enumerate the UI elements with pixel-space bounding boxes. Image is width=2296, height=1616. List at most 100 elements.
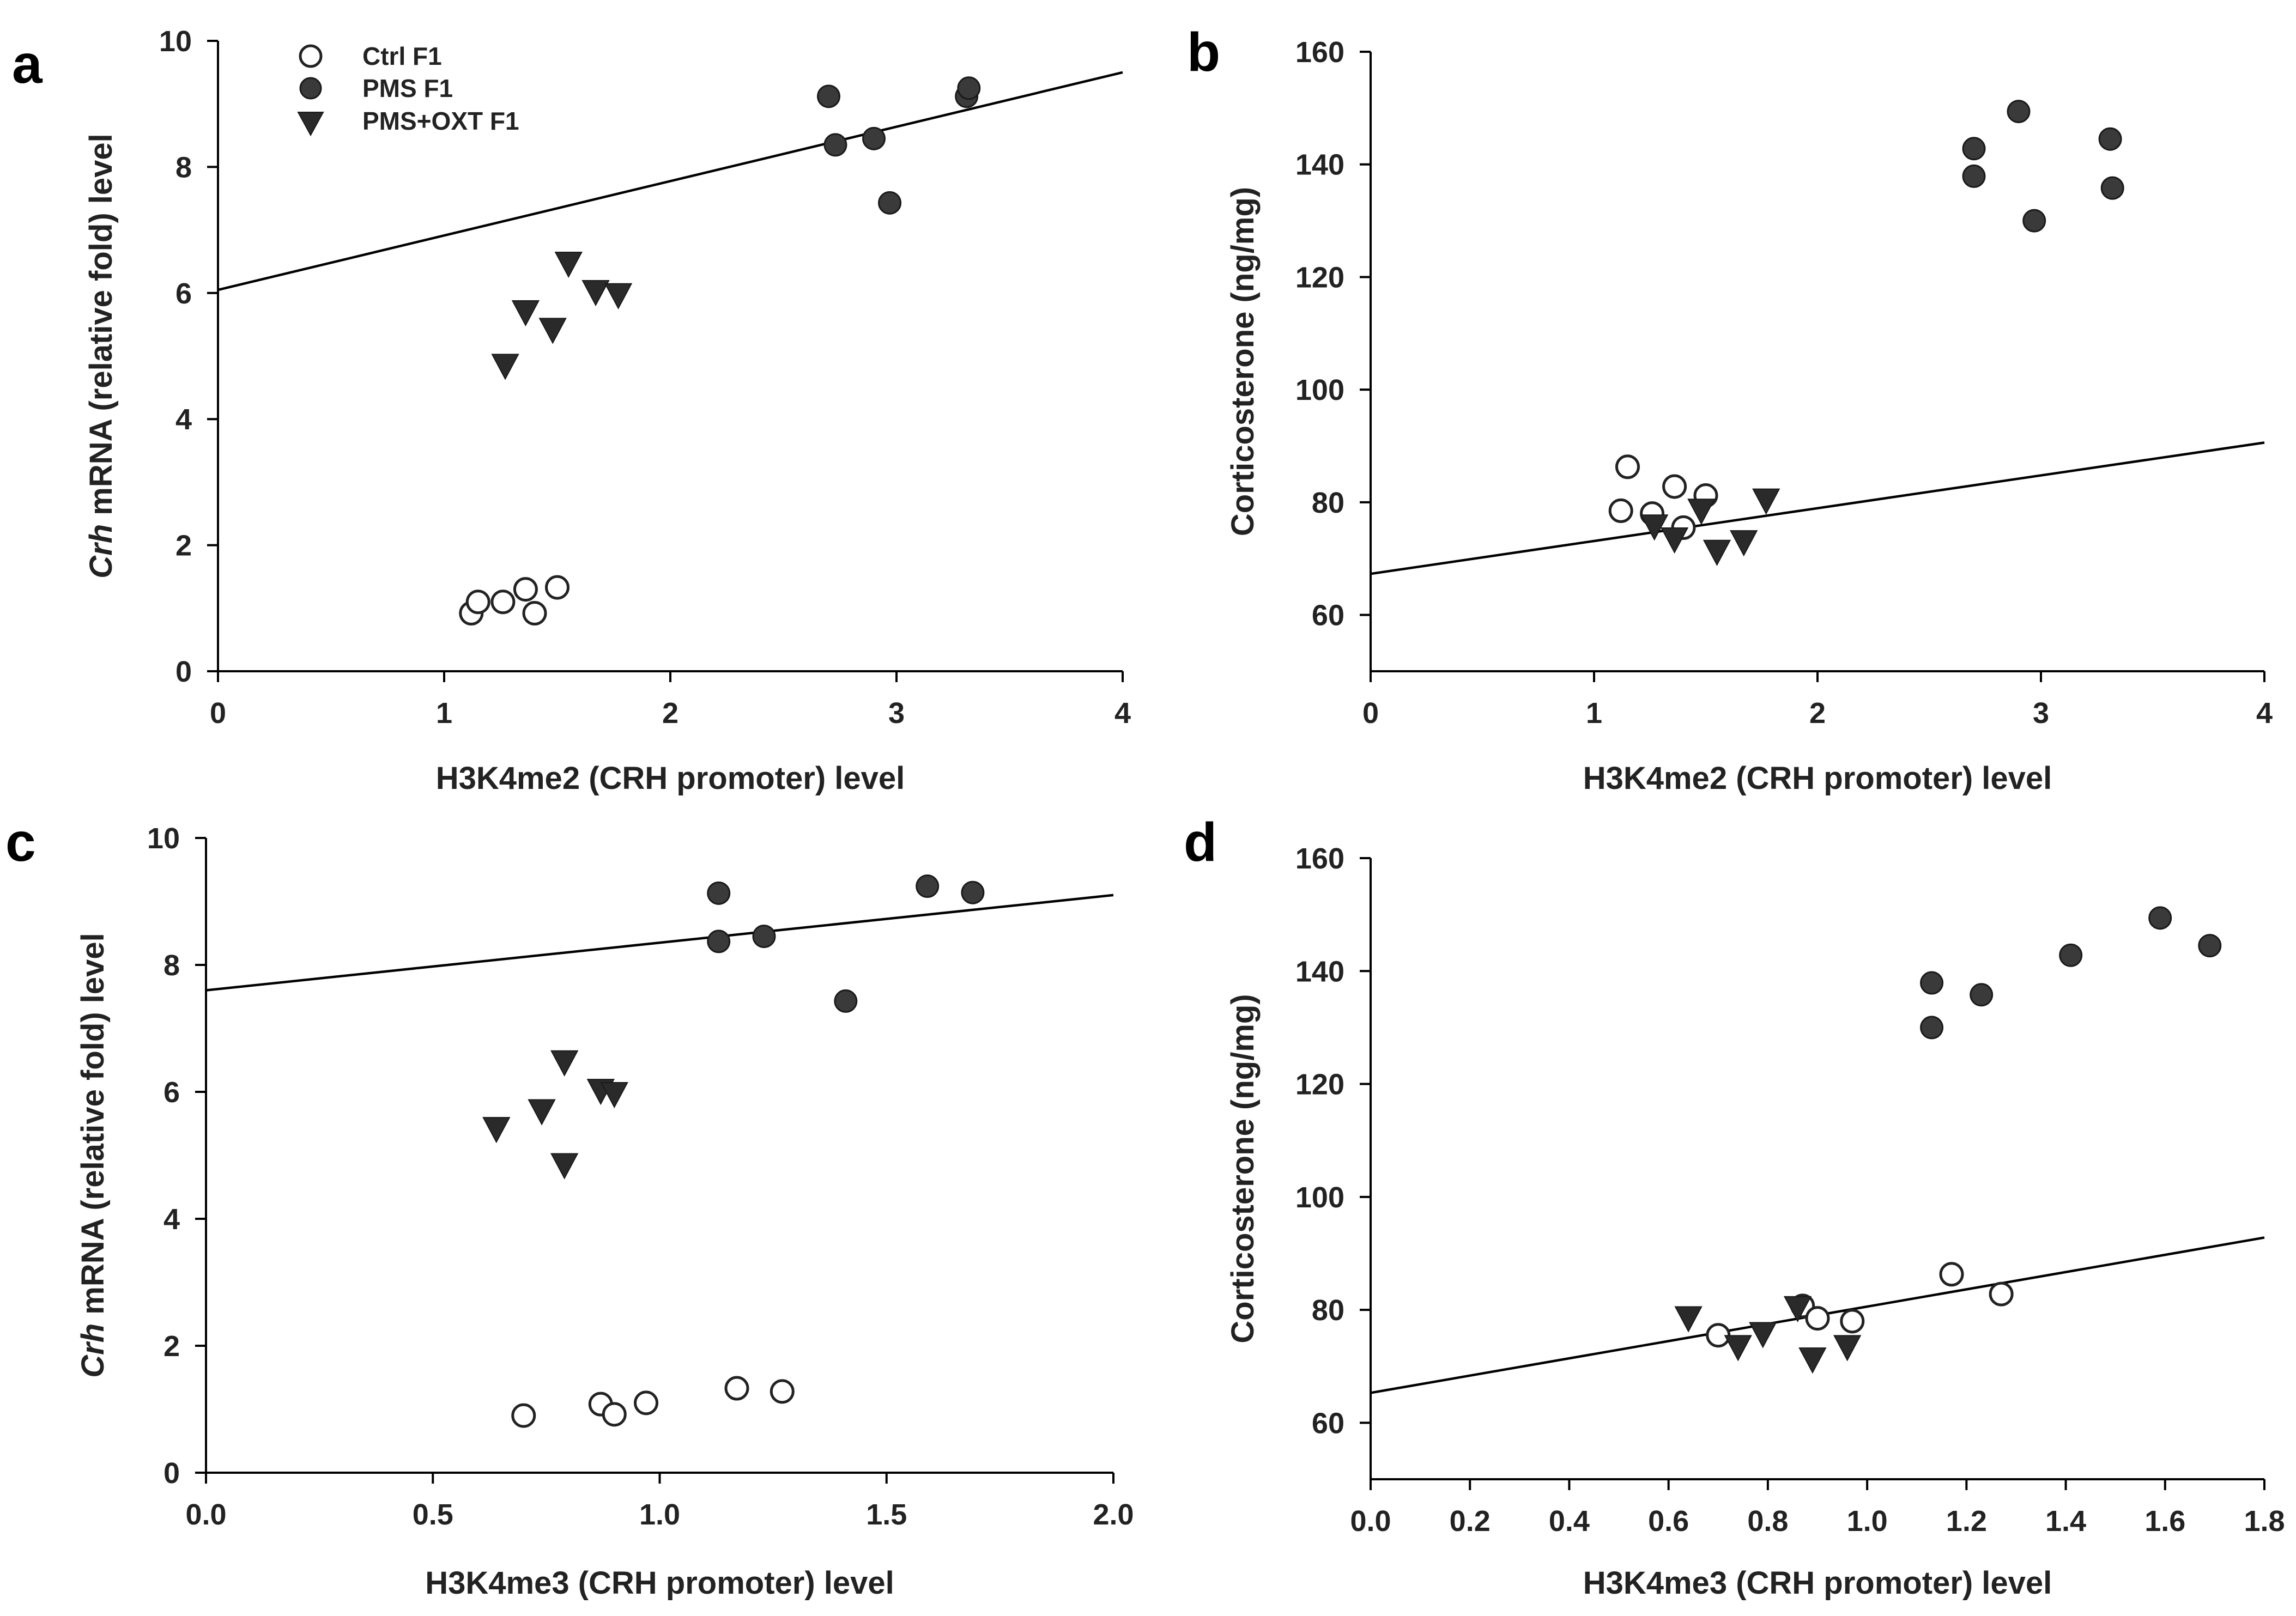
data-point-ctrl <box>513 577 538 602</box>
data-point-pms-oxt <box>604 283 633 309</box>
y-tick-label: 100 <box>1295 1181 1344 1214</box>
x-tick-label: 0.4 <box>1549 1505 1590 1538</box>
x-tick-label: 1.0 <box>639 1498 680 1531</box>
data-point-ctrl <box>602 1402 627 1427</box>
data-point-ctrl <box>770 1379 795 1404</box>
data-point-ctrl <box>545 575 570 600</box>
y-tick-label: 2 <box>163 1330 180 1363</box>
x-tick-label: 2 <box>1809 697 1826 730</box>
y-tick-label: 80 <box>1312 1294 1344 1327</box>
y-tick-label: 140 <box>1295 149 1344 181</box>
data-point-pms-oxt <box>1749 1322 1777 1348</box>
legend-marker-oxt <box>297 112 324 137</box>
x-tick-label: 1.0 <box>1847 1505 1888 1538</box>
x-tick-label: 4 <box>2256 697 2273 730</box>
x-tick-label: 3 <box>2033 697 2049 730</box>
data-point-pms-oxt <box>554 251 583 278</box>
y-tick-label: 4 <box>163 1203 180 1236</box>
data-point-pms <box>817 84 840 108</box>
data-point-pms <box>878 191 902 215</box>
x-tick-label: 0.6 <box>1648 1505 1689 1538</box>
x-axis-title: H3K4me2 (CRH promoter) level <box>1583 761 2052 796</box>
data-point-ctrl <box>1615 454 1640 479</box>
data-point-pms-oxt <box>1833 1335 1862 1362</box>
x-axis-title: H3K4me3 (CRH promoter) level <box>1583 1565 2052 1601</box>
y-tick-label: 100 <box>1295 374 1344 406</box>
data-point-pms-oxt <box>550 1153 579 1180</box>
x-tick-label: 2 <box>662 697 678 730</box>
data-point-ctrl <box>1939 1262 1964 1287</box>
y-tick-label: 60 <box>1312 1407 1344 1439</box>
x-tick-label: 1.8 <box>2244 1505 2285 1538</box>
x-tick-label: 0.0 <box>1350 1505 1391 1538</box>
data-point-pms-oxt <box>1752 488 1780 515</box>
y-tick-label: 0 <box>163 1457 180 1490</box>
legend-marker-pms <box>299 77 322 100</box>
data-point-pms <box>1962 164 1986 188</box>
y-tick-label: 120 <box>1295 261 1344 294</box>
x-tick-label: 1 <box>1586 697 1602 730</box>
panel-letter: b <box>1187 22 1220 83</box>
x-tick-label: 0.2 <box>1450 1505 1491 1538</box>
y-tick-label: 10 <box>147 822 180 855</box>
data-point-ctrl <box>1608 498 1633 523</box>
y-axis-title-italic: Crh <box>75 1323 111 1378</box>
y-axis-title: Corticosterone (ng/mg) <box>1225 187 1261 536</box>
x-tick-label: 0.0 <box>185 1498 226 1531</box>
legend-marker-ctrl <box>299 44 323 68</box>
data-point-ctrl <box>724 1376 749 1401</box>
regression-line <box>1370 441 2265 575</box>
data-point-ctrl <box>1805 1306 1830 1331</box>
x-tick-label: 1 <box>436 697 452 730</box>
data-point-pms <box>752 925 776 949</box>
y-axis-title: Corticosterone (ng/mg) <box>1225 994 1261 1343</box>
x-axis-title: H3K4me2 (CRH promoter) level <box>436 761 905 796</box>
data-point-pms <box>1920 971 1944 995</box>
x-tick-label: 0 <box>210 697 226 730</box>
data-point-pms <box>2100 176 2124 200</box>
data-point-ctrl <box>511 1403 536 1428</box>
x-tick-label: 1.2 <box>1946 1505 1987 1538</box>
y-tick-label: 0 <box>175 655 192 688</box>
data-point-pms <box>2148 906 2172 930</box>
y-tick-label: 10 <box>159 25 192 58</box>
chart-panel-c: c 0.0 0.5 1.0 1.5 2.0 0 2 4 6 8 10 H3K4me3 (CRH prom… <box>5 812 1134 1601</box>
data-point-pms <box>961 880 985 904</box>
legend-label-ctrl: Ctrl F1 <box>362 42 442 70</box>
regression-line <box>205 894 1114 992</box>
data-point-pms <box>1962 137 1986 161</box>
data-point-pms-oxt <box>528 1099 556 1126</box>
data-point-pms-oxt <box>581 280 610 307</box>
data-point-pms-oxt <box>491 354 519 380</box>
y-tick-label: 8 <box>175 151 192 184</box>
data-point-pms-oxt <box>1640 514 1669 541</box>
data-point-pms-oxt <box>1798 1347 1827 1374</box>
data-point-pms-oxt <box>1730 530 1758 557</box>
x-tick-label: 0.5 <box>413 1498 453 1531</box>
y-tick-label: 8 <box>163 949 180 982</box>
x-tick-label: 1.5 <box>866 1498 907 1531</box>
y-tick-label: 160 <box>1295 36 1344 69</box>
panel-letter: d <box>1184 812 1217 873</box>
data-point-pms-oxt <box>1687 499 1716 525</box>
data-point-ctrl <box>522 601 547 626</box>
data-point-pms <box>2059 943 2083 967</box>
y-axis-title-text: mRNA (relative fold) level <box>83 133 119 524</box>
data-point-pms-oxt <box>550 1050 579 1077</box>
data-point-pms <box>916 874 940 898</box>
data-point-pms <box>2007 100 2031 124</box>
data-point-pms <box>2198 934 2222 958</box>
data-point-pms <box>707 929 731 953</box>
y-tick-label: 160 <box>1295 842 1344 875</box>
y-tick-label: 140 <box>1295 955 1344 988</box>
y-tick-label: 6 <box>175 277 192 310</box>
data-point-pms-oxt <box>1703 539 1731 566</box>
chart-panel-a: a 0 1 2 3 4 0 2 4 6 8 10 H3K4me2 (CRH promoter) leve… <box>12 25 1131 796</box>
data-point-ctrl <box>1840 1309 1865 1334</box>
y-tick-label: 80 <box>1312 487 1344 519</box>
chart-panel-d: d 0.0 0.2 0.4 0.6 0.8 1.0 1.2 1.4 1.6 1.8 60 80 100 12… <box>1184 812 2285 1601</box>
x-tick-label: 4 <box>1114 697 1131 730</box>
data-point-ctrl <box>1989 1281 2014 1307</box>
x-tick-label: 3 <box>888 697 905 730</box>
data-point-ctrl <box>1662 474 1687 499</box>
